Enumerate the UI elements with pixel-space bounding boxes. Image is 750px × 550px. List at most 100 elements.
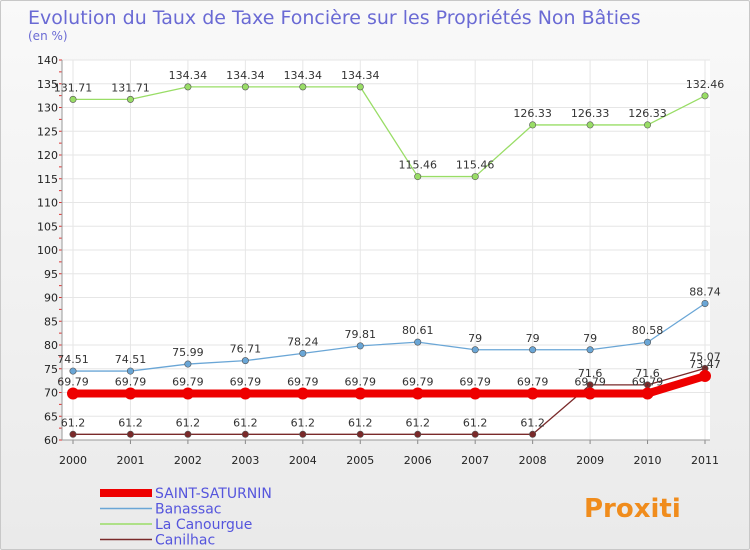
x-tick-label: 2004 <box>289 454 317 467</box>
data-label: 74.51 <box>57 353 89 366</box>
data-label: 126.33 <box>628 107 667 120</box>
series-line <box>73 367 706 435</box>
x-tick-label: 2011 <box>691 454 719 467</box>
x-tick-label: 2002 <box>174 454 202 467</box>
data-label: 69.79 <box>287 375 319 388</box>
y-tick-label: 140 <box>37 54 58 67</box>
data-label: 79.81 <box>345 328 377 341</box>
series-canilhac: 61.2 61.2 61.2 61.2 61.2 61.2 61.2 61.2 61.2 71.6… <box>61 350 721 438</box>
data-label: 88.74 <box>689 285 721 298</box>
y-tick-label: 70 <box>44 387 58 400</box>
data-point <box>471 346 479 354</box>
data-label: 69.79 <box>172 375 204 388</box>
data-label: 69.79 <box>230 375 262 388</box>
brand-text: Proxiti <box>584 494 681 524</box>
data-label: 126.33 <box>513 107 552 120</box>
data-label: 69.79 <box>459 375 491 388</box>
data-point <box>529 346 537 354</box>
data-point <box>584 387 597 400</box>
legend-label: La Canourgue <box>155 517 252 533</box>
data-label: 69.79 <box>345 375 377 388</box>
data-label: 131.71 <box>111 81 150 94</box>
data-point <box>299 349 307 357</box>
x-tick-label: 2010 <box>634 454 662 467</box>
data-label: 76.71 <box>230 343 262 356</box>
x-tick-label: 2001 <box>116 454 144 467</box>
data-point <box>414 173 422 181</box>
y-tick-label: 135 <box>37 78 58 91</box>
data-point <box>241 83 249 91</box>
data-point <box>184 83 192 91</box>
data-point <box>241 430 249 438</box>
grid <box>62 59 710 441</box>
y-tick-label: 115 <box>37 173 58 186</box>
data-label: 61.2 <box>233 416 258 429</box>
y-axis-label: (en %) <box>28 29 68 43</box>
data-point <box>411 387 424 400</box>
data-label: 61.2 <box>118 416 143 429</box>
proxiti-logo: Proxiti <box>584 494 681 524</box>
data-label: 69.79 <box>57 375 89 388</box>
data-label: 61.2 <box>463 416 488 429</box>
data-point <box>299 83 307 91</box>
data-label: 80.58 <box>632 324 664 337</box>
data-label: 79 <box>526 332 540 345</box>
data-label: 80.61 <box>402 324 434 337</box>
data-label: 115.46 <box>398 159 437 172</box>
data-label: 69.79 <box>115 375 147 388</box>
y-tick-label: 75 <box>44 363 58 376</box>
data-point <box>356 342 364 350</box>
series-layer: 61.2 61.2 61.2 61.2 61.2 61.2 61.2 61.2 61.2 71.6… <box>54 69 724 438</box>
series-la-canourgue: 131.71 131.71 134.34 134.34 134.34 134.34 115.… <box>54 69 724 181</box>
data-label: 79 <box>468 332 482 345</box>
data-label: 61.2 <box>520 416 545 429</box>
data-point <box>641 387 654 400</box>
data-point <box>469 387 482 400</box>
series-line <box>73 302 706 372</box>
x-tick-label: 2003 <box>231 454 259 467</box>
y-tick-label: 120 <box>37 149 58 162</box>
data-point <box>126 367 134 375</box>
data-point <box>699 370 711 383</box>
y-tick-label: 80 <box>44 339 58 352</box>
data-label: 131.71 <box>54 81 93 94</box>
y-tick-label: 90 <box>44 292 58 305</box>
data-point <box>356 83 364 91</box>
y-tick-label: 85 <box>44 315 58 328</box>
data-label: 69.79 <box>632 375 664 388</box>
data-label: 61.2 <box>176 416 201 429</box>
data-label: 71.6 <box>578 367 603 380</box>
x-tick-label: 2007 <box>461 454 489 467</box>
data-label: 69.79 <box>517 375 549 388</box>
data-point <box>299 430 307 438</box>
chart-title: Evolution du Taux de Taxe Foncière sur l… <box>28 7 641 29</box>
series-line <box>73 372 707 398</box>
data-point <box>526 387 539 400</box>
data-point <box>296 387 309 400</box>
data-label: 78.24 <box>287 335 319 348</box>
data-label: 134.34 <box>284 69 323 82</box>
data-point <box>181 387 194 400</box>
x-tick-label: 2008 <box>519 454 547 467</box>
data-label: 126.33 <box>571 107 610 120</box>
data-point <box>414 338 422 346</box>
data-point <box>529 430 537 438</box>
data-point <box>414 430 422 438</box>
data-point <box>126 95 134 103</box>
data-label: 61.2 <box>61 416 86 429</box>
y-tick-label: 100 <box>37 244 58 257</box>
data-point <box>354 387 367 400</box>
x-tick-label: 2006 <box>404 454 432 467</box>
legend-label: Canilhac <box>155 533 215 549</box>
data-point <box>471 173 479 181</box>
data-label: 61.2 <box>348 416 373 429</box>
data-label: 61.2 <box>291 416 316 429</box>
data-point <box>356 430 364 438</box>
data-label: 74.51 <box>115 353 147 366</box>
data-label: 134.34 <box>226 69 265 82</box>
data-point <box>239 387 252 400</box>
data-point <box>529 121 537 129</box>
data-point <box>701 92 709 100</box>
x-tick-label: 2000 <box>59 454 87 467</box>
data-label: 73.47 <box>689 358 721 371</box>
